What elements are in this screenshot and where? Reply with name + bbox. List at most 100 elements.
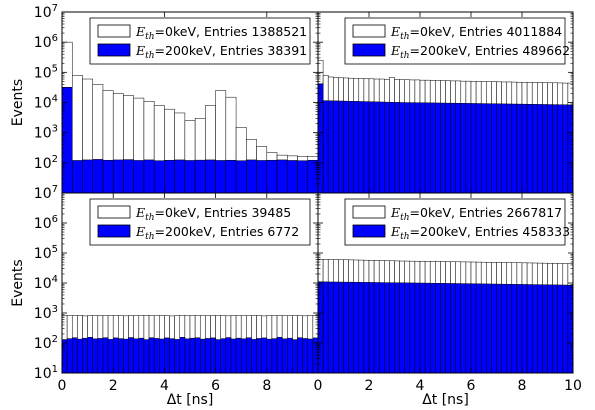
legend-entry: Eth=0keV, Entries 39485 xyxy=(135,205,291,223)
bar-e200-31 xyxy=(475,283,482,373)
bar-e200-1 xyxy=(66,338,73,373)
y-tick-label: 105 xyxy=(34,63,58,81)
bar-e200-18 xyxy=(409,102,416,193)
bar-e200-20 xyxy=(419,282,426,373)
bar-e200-44 xyxy=(287,337,293,373)
bar-e200-40 xyxy=(521,103,528,193)
bar-e200-47 xyxy=(302,338,309,373)
bar-e200-8 xyxy=(143,159,155,193)
x-axis-label: Δt [ns] xyxy=(167,392,214,408)
bar-e200-33 xyxy=(486,283,492,373)
bar-e200-12 xyxy=(184,160,196,193)
bar-e200-15 xyxy=(138,337,145,373)
bar-e200-5 xyxy=(343,281,349,373)
bar-e200-49 xyxy=(312,337,318,373)
bar-e200-2 xyxy=(71,337,78,373)
legend-swatch-e0 xyxy=(97,205,131,219)
bar-e200-4 xyxy=(338,281,344,373)
bar-e200-1 xyxy=(71,160,83,193)
bar-e200-31 xyxy=(220,338,227,373)
x-tick-label: 4 xyxy=(160,378,169,394)
bar-e200-47 xyxy=(557,104,564,193)
bar-e200-37 xyxy=(506,283,513,373)
bar-e200-3 xyxy=(333,100,339,193)
bar-e200-46 xyxy=(552,104,558,193)
bar-e200-34 xyxy=(235,337,242,373)
bar-e200-39 xyxy=(516,103,523,193)
bar-e200-30 xyxy=(470,103,477,193)
x-tick-label: 2 xyxy=(109,378,118,394)
bar-e200-8 xyxy=(102,337,109,373)
bar-e200-32 xyxy=(480,103,487,193)
y-tick-label: 104 xyxy=(34,274,58,292)
bars xyxy=(318,60,573,193)
legend-entry: Eth=200keV, Entries 38391 xyxy=(135,43,307,61)
bar-e200-1 xyxy=(322,100,329,193)
bar-e200-44 xyxy=(542,284,548,373)
bar-e200-46 xyxy=(297,337,303,373)
bar-e200-3 xyxy=(333,281,339,373)
bar-e200-34 xyxy=(491,103,497,193)
y-axis-label: Events xyxy=(10,79,26,126)
bar-e200-10 xyxy=(368,101,375,193)
bar-e200-0 xyxy=(62,87,73,193)
bar-e200-12 xyxy=(123,338,129,373)
bar-e200-14 xyxy=(133,338,140,373)
bar-e200-11 xyxy=(373,282,380,373)
x-tick-label: 6 xyxy=(211,378,220,394)
bar-e200-6 xyxy=(92,338,99,373)
legend-swatch-e200 xyxy=(352,224,386,238)
bar-e200-25 xyxy=(445,102,451,193)
bar-e200-42 xyxy=(276,337,283,373)
bar-e200-10 xyxy=(112,337,119,373)
bar-e200-32 xyxy=(225,337,232,373)
bar-e200-21 xyxy=(276,159,288,193)
bar-e200-14 xyxy=(389,282,395,373)
bar-e200-0 xyxy=(318,83,324,193)
bar-e200-21 xyxy=(424,102,431,193)
bar-e200-32 xyxy=(480,283,487,373)
bar-e200-9 xyxy=(363,282,370,373)
legend-entry: Eth=200keV, Entries 458333 xyxy=(390,224,570,242)
bar-e200-9 xyxy=(153,160,165,193)
bar-e200-14 xyxy=(389,101,395,193)
bar-e200-1 xyxy=(322,281,329,373)
bar-e200-11 xyxy=(118,338,124,373)
bar-e200-17 xyxy=(404,102,411,193)
bar-e200-17 xyxy=(235,160,247,193)
bar-e200-41 xyxy=(526,103,533,193)
bar-e200-7 xyxy=(353,101,360,193)
bar-e200-36 xyxy=(246,337,252,373)
bar-e200-22 xyxy=(287,160,298,193)
bar-e200-9 xyxy=(363,101,370,193)
x-axis-label: Δt [ns] xyxy=(422,392,469,408)
y-tick-label: 104 xyxy=(34,94,58,112)
bar-e200-23 xyxy=(297,160,309,193)
bar-e200-26 xyxy=(194,337,201,373)
bar-e200-19 xyxy=(414,282,421,373)
x-tick-label: 0 xyxy=(314,378,323,394)
bar-e200-46 xyxy=(552,284,558,373)
bar-e200-3 xyxy=(92,159,104,193)
bar-e200-43 xyxy=(537,104,543,193)
bar-e200-27 xyxy=(199,338,206,373)
bars xyxy=(62,41,318,193)
bar-e200-0 xyxy=(318,281,324,373)
bar-e200-6 xyxy=(123,159,134,193)
bar-e200-23 xyxy=(435,283,441,373)
bar-e200-6 xyxy=(348,281,354,373)
bar-e200-13 xyxy=(128,337,134,373)
legend-entry: Eth=0keV, Entries 2667817 xyxy=(390,205,562,223)
bar-e200-20 xyxy=(419,102,426,193)
x-tick-label: 10 xyxy=(564,378,582,394)
bar-e200-4 xyxy=(338,100,344,193)
bar-e200-17 xyxy=(148,337,155,373)
bar-e200-16 xyxy=(399,282,405,373)
bar-e200-44 xyxy=(542,104,548,193)
bars xyxy=(318,258,573,373)
bar-e200-24 xyxy=(184,338,191,373)
bar-e200-23 xyxy=(179,337,186,373)
